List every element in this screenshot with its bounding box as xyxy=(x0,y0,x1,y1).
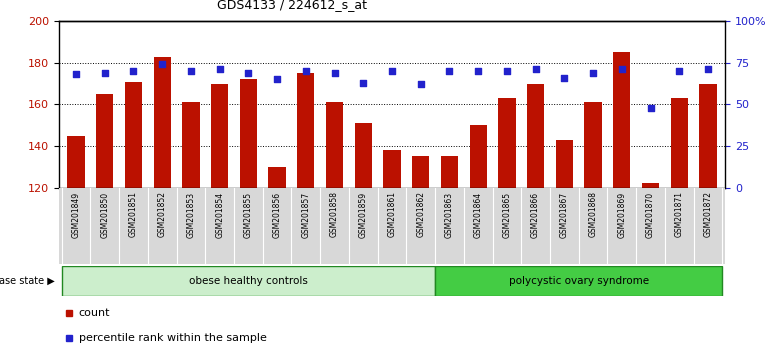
Point xyxy=(558,75,571,81)
Bar xyxy=(297,73,314,188)
Text: GSM201867: GSM201867 xyxy=(560,192,569,238)
Text: polycystic ovary syndrome: polycystic ovary syndrome xyxy=(509,275,649,286)
Bar xyxy=(96,94,114,188)
Bar xyxy=(642,183,659,188)
Point xyxy=(415,82,427,87)
Point xyxy=(586,70,599,76)
Point xyxy=(443,68,456,74)
Point xyxy=(673,68,685,74)
Text: GSM201868: GSM201868 xyxy=(589,192,597,238)
Text: GSM201854: GSM201854 xyxy=(215,192,224,238)
Bar xyxy=(613,52,630,188)
Point xyxy=(70,72,82,77)
Point xyxy=(242,70,255,76)
Bar xyxy=(556,140,573,188)
Text: GSM201862: GSM201862 xyxy=(416,192,425,238)
Text: obese healthy controls: obese healthy controls xyxy=(189,275,308,286)
Text: GSM201849: GSM201849 xyxy=(71,192,81,238)
Text: GSM201853: GSM201853 xyxy=(187,192,195,238)
Bar xyxy=(62,266,435,296)
Bar xyxy=(499,98,516,188)
Text: GSM201858: GSM201858 xyxy=(330,192,339,238)
Bar xyxy=(240,79,257,188)
Text: GSM201851: GSM201851 xyxy=(129,192,138,238)
Point xyxy=(472,68,485,74)
Text: GSM201861: GSM201861 xyxy=(387,192,397,238)
Text: GSM201863: GSM201863 xyxy=(445,192,454,238)
Text: GSM201864: GSM201864 xyxy=(474,192,483,238)
Text: GSM201872: GSM201872 xyxy=(703,192,713,238)
Text: percentile rank within the sample: percentile rank within the sample xyxy=(78,333,267,343)
Bar xyxy=(412,156,430,188)
Point xyxy=(702,67,714,72)
Bar xyxy=(383,150,401,188)
Point xyxy=(270,77,283,82)
Bar xyxy=(326,102,343,188)
Bar xyxy=(699,84,717,188)
Point xyxy=(615,67,628,72)
Text: count: count xyxy=(78,308,111,318)
Bar xyxy=(435,266,722,296)
Text: GSM201850: GSM201850 xyxy=(100,192,109,238)
Text: GSM201855: GSM201855 xyxy=(244,192,253,238)
Bar xyxy=(527,84,544,188)
Bar xyxy=(67,136,85,188)
Text: disease state ▶: disease state ▶ xyxy=(0,275,55,286)
Point xyxy=(99,70,111,76)
Text: GSM201869: GSM201869 xyxy=(617,192,626,238)
Bar xyxy=(268,167,285,188)
Bar xyxy=(354,123,372,188)
Point xyxy=(328,70,341,76)
Point xyxy=(213,67,226,72)
Text: GSM201859: GSM201859 xyxy=(359,192,368,238)
Point xyxy=(299,68,312,74)
Point xyxy=(529,67,542,72)
Bar xyxy=(154,57,171,188)
Bar xyxy=(670,98,688,188)
Point xyxy=(127,68,140,74)
Bar xyxy=(183,102,200,188)
Point xyxy=(156,62,169,67)
Text: GSM201871: GSM201871 xyxy=(675,192,684,238)
Bar xyxy=(441,156,458,188)
Text: GDS4133 / 224612_s_at: GDS4133 / 224612_s_at xyxy=(217,0,367,11)
Text: GSM201866: GSM201866 xyxy=(531,192,540,238)
Bar xyxy=(584,102,601,188)
Point xyxy=(185,68,198,74)
Point xyxy=(357,80,369,86)
Text: GSM201865: GSM201865 xyxy=(503,192,511,238)
Point xyxy=(644,105,657,110)
Bar xyxy=(211,84,228,188)
Point xyxy=(501,68,514,74)
Text: GSM201870: GSM201870 xyxy=(646,192,655,238)
Text: GSM201856: GSM201856 xyxy=(273,192,281,238)
Bar xyxy=(125,81,142,188)
Text: GSM201857: GSM201857 xyxy=(301,192,310,238)
Point xyxy=(386,68,398,74)
Text: GSM201852: GSM201852 xyxy=(158,192,167,238)
Bar xyxy=(470,125,487,188)
